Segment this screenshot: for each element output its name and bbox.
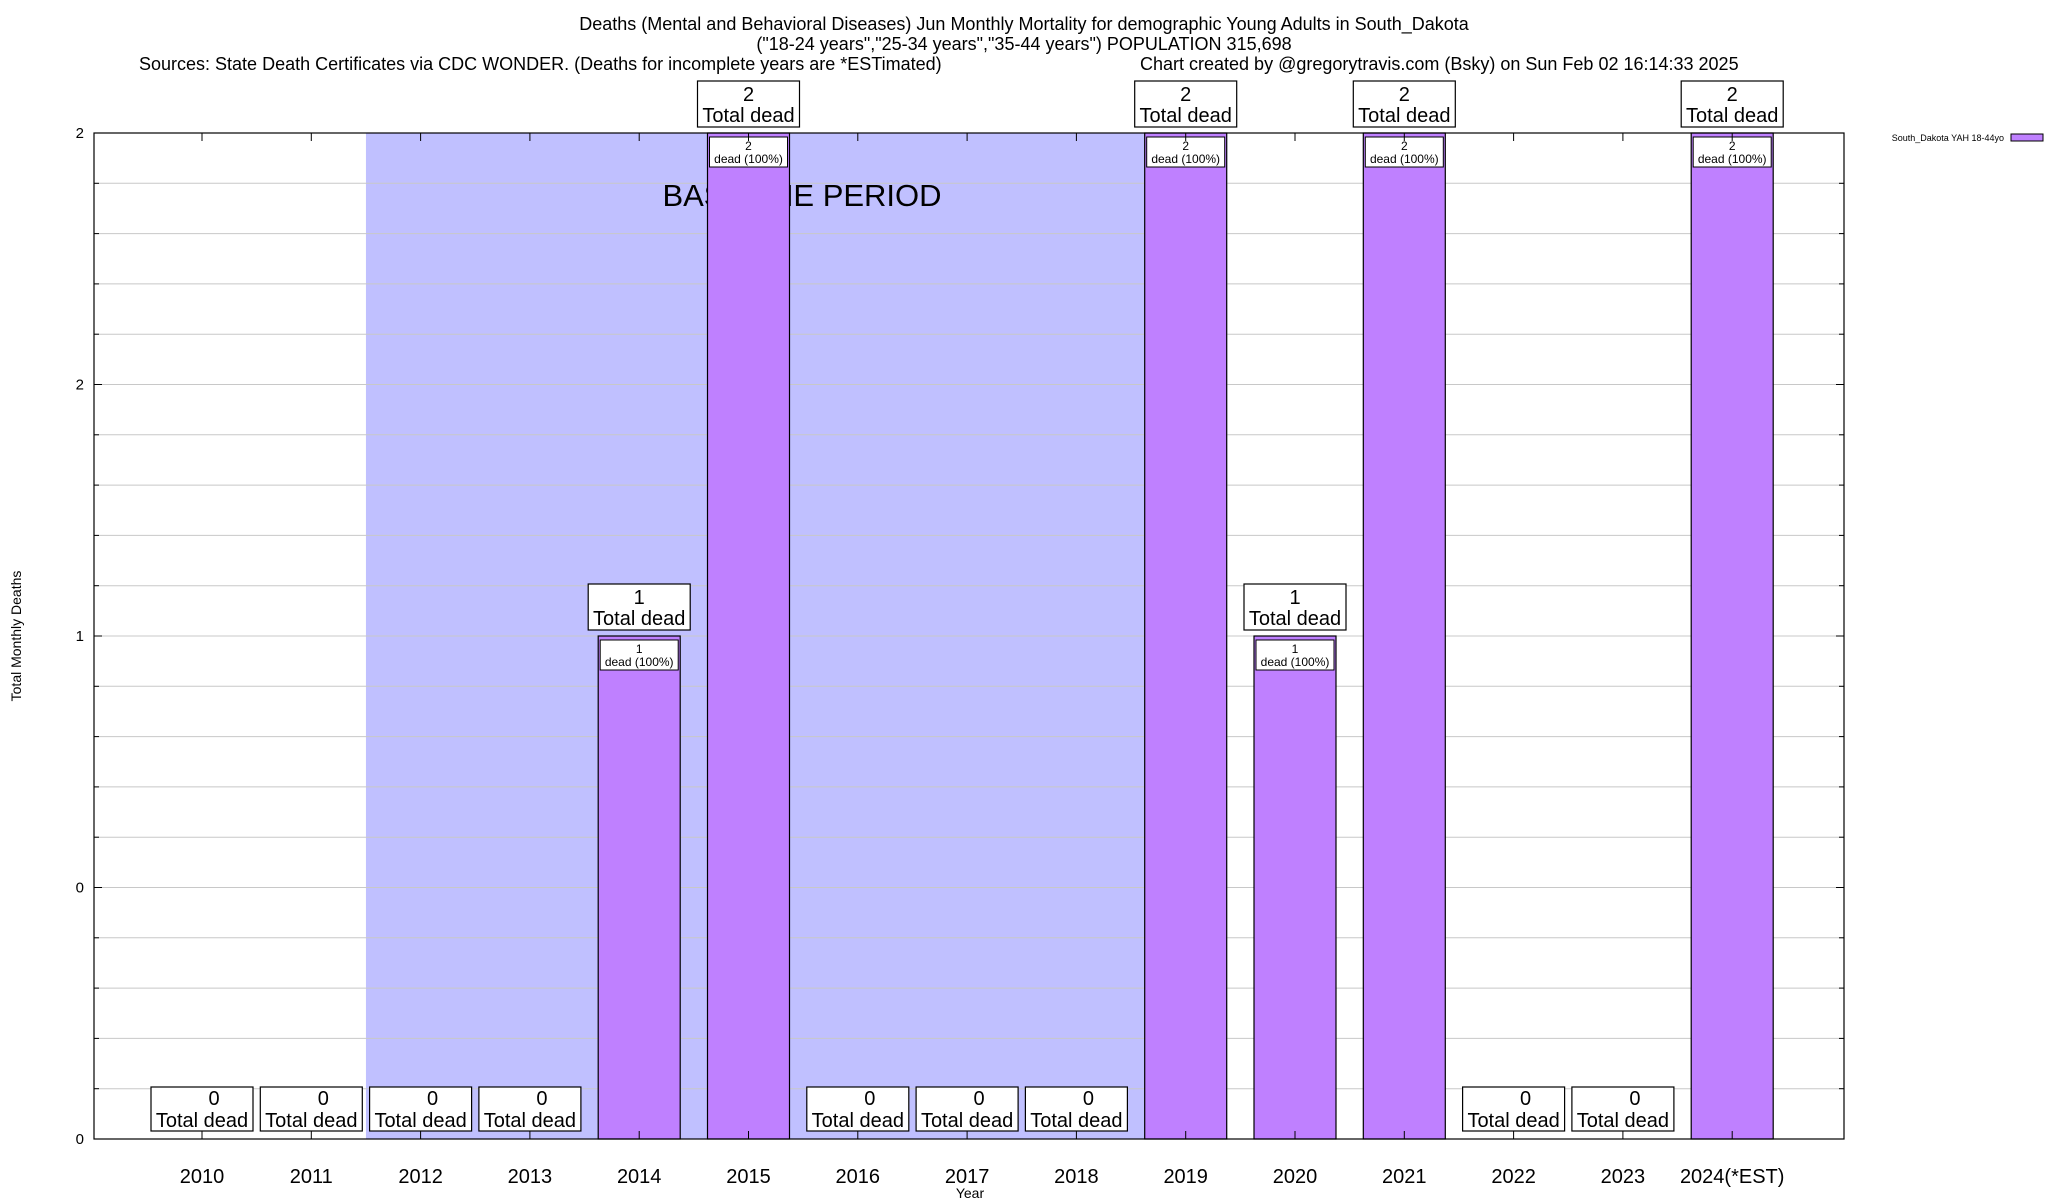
bar-label-box	[1255, 639, 1335, 671]
y-tick-label: 0	[76, 880, 84, 897]
total-value-label: 1	[634, 587, 645, 609]
bar-value-label: 2	[1729, 139, 1736, 153]
total-dead-label: Total dead	[156, 1110, 248, 1132]
bar-percent-label: dead (100%)	[1151, 152, 1220, 166]
total-dead-label: Total dead	[1577, 1110, 1669, 1132]
legend-swatch	[2010, 133, 2044, 142]
total-value-label: 0	[1083, 1088, 1094, 1110]
total-label-box	[259, 1086, 363, 1132]
x-tick-label: 2023	[1601, 1166, 1646, 1188]
total-dead-label: Total dead	[1030, 1110, 1122, 1132]
total-dead-label: Total dead	[593, 608, 685, 630]
bar-percent-label: dead (100%)	[1370, 152, 1439, 166]
total-label-box	[696, 80, 801, 128]
total-dead-label: Total dead	[374, 1110, 466, 1132]
total-label-box	[587, 583, 691, 631]
total-label-box	[1134, 80, 1238, 128]
x-tick-label: 2010	[180, 1166, 225, 1188]
chart-sources: Sources: State Death Certificates via CD…	[139, 54, 942, 74]
total-dead-label: Total dead	[921, 1110, 1013, 1132]
x-tick-label: 2021	[1382, 1166, 1427, 1188]
total-label-box	[1680, 80, 1784, 128]
bar-label-box	[709, 136, 788, 168]
total-value-label: 2	[743, 84, 754, 106]
bar-label-box	[1146, 136, 1226, 168]
x-tick-label: 2013	[508, 1166, 553, 1188]
x-tick-label: 2015	[726, 1166, 771, 1188]
total-label-box	[806, 1086, 910, 1132]
total-value-label: 0	[208, 1088, 219, 1110]
total-value-label: 0	[974, 1088, 985, 1110]
bar-value-label: 1	[636, 642, 643, 656]
total-value-label: 0	[864, 1088, 875, 1110]
total-dead-label: Total dead	[702, 105, 794, 127]
bar-percent-label: dead (100%)	[1261, 655, 1330, 669]
total-value-label: 0	[536, 1088, 547, 1110]
data-bar	[1362, 132, 1446, 1140]
x-tick-label: 2018	[1054, 1166, 1099, 1188]
x-tick-label: 2022	[1491, 1166, 1536, 1188]
y-tick-label: 1	[76, 628, 84, 645]
total-label-box	[478, 1086, 582, 1132]
bar-value-label: 2	[1401, 139, 1408, 153]
bar-percent-label: dead (100%)	[714, 152, 783, 166]
total-value-label: 2	[1180, 84, 1191, 106]
data-bar	[1253, 635, 1337, 1140]
x-tick-label: 2020	[1273, 1166, 1318, 1188]
total-label-box	[150, 1086, 254, 1132]
total-value-label: 0	[1520, 1088, 1531, 1110]
data-bar	[1144, 132, 1228, 1140]
bar-percent-label: dead (100%)	[605, 655, 674, 669]
total-dead-label: Total dead	[1249, 608, 1341, 630]
total-dead-label: Total dead	[1358, 105, 1450, 127]
bar-percent-label: dead (100%)	[1698, 152, 1767, 166]
data-bar	[1690, 132, 1774, 1140]
total-dead-label: Total dead	[1686, 105, 1778, 127]
bar-label-box	[599, 639, 679, 671]
total-value-label: 0	[318, 1088, 329, 1110]
chart-subtitle: ("18-24 years","25-34 years","35-44 year…	[756, 34, 1292, 54]
y-tick-label: 0	[76, 1131, 84, 1148]
total-label-box	[1352, 80, 1456, 128]
total-value-label: 2	[1727, 84, 1738, 106]
total-value-label: 1	[1289, 587, 1300, 609]
x-tick-label: 2019	[1163, 1166, 1208, 1188]
y-tick-label: 2	[76, 377, 84, 394]
x-tick-label: 2011	[290, 1166, 333, 1188]
total-dead-label: Total dead	[1467, 1110, 1559, 1132]
data-bar	[597, 635, 681, 1140]
chart-title: Deaths (Mental and Behavioral Diseases) …	[579, 14, 1469, 34]
total-value-label: 0	[427, 1088, 438, 1110]
total-dead-label: Total dead	[265, 1110, 357, 1132]
x-tick-label: 2024(*EST)	[1680, 1166, 1785, 1188]
x-tick-label: 2017	[945, 1166, 990, 1188]
total-label-box	[915, 1086, 1019, 1132]
x-tick-label: 2012	[398, 1166, 443, 1188]
y-axis-label: Total Monthly Deaths	[8, 571, 24, 702]
bar-value-label: 2	[745, 139, 752, 153]
bar-value-label: 2	[1182, 139, 1189, 153]
x-tick-label: 2016	[836, 1166, 881, 1188]
chart-credit: Chart created by @gregorytravis.com (Bsk…	[1140, 54, 1739, 74]
total-value-label: 0	[1629, 1088, 1640, 1110]
bar-value-label: 1	[1292, 642, 1299, 656]
total-dead-label: Total dead	[812, 1110, 904, 1132]
plot-border	[93, 132, 1845, 1140]
total-dead-label: Total dead	[1140, 105, 1232, 127]
y-tick-label: 2	[76, 125, 84, 142]
total-value-label: 2	[1399, 84, 1410, 106]
total-label-box	[369, 1086, 473, 1132]
legend-label: South_Dakota YAH 18-44yo	[1892, 133, 2004, 143]
data-bar	[706, 132, 791, 1140]
x-tick-label: 2014	[617, 1166, 662, 1188]
x-axis-label: Year	[956, 1185, 985, 1200]
total-dead-label: Total dead	[484, 1110, 576, 1132]
total-label-box	[1243, 583, 1347, 631]
total-label-box	[1461, 1086, 1566, 1132]
